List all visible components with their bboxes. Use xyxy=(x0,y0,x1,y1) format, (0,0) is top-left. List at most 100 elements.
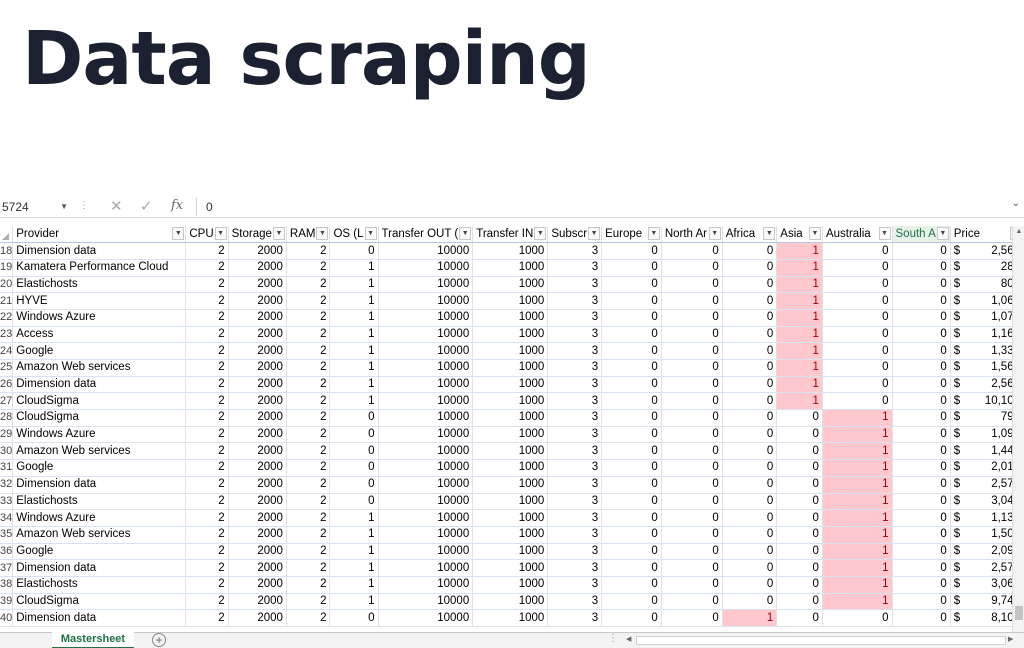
cell-asia[interactable]: 1 xyxy=(776,359,823,377)
row-number[interactable]: 23 xyxy=(0,326,14,344)
cell-africa[interactable]: 0 xyxy=(722,459,778,477)
cell-tout[interactable]: 10000 xyxy=(378,459,474,477)
cell-asia[interactable]: 1 xyxy=(776,242,823,260)
cell-tin[interactable]: 1000 xyxy=(472,509,549,527)
vertical-scrollbar[interactable]: ▲ xyxy=(1012,226,1024,632)
cell-europe[interactable]: 0 xyxy=(601,376,662,394)
cell-ram[interactable]: 2 xyxy=(286,459,331,477)
cell-asia[interactable]: 0 xyxy=(776,509,823,527)
cell-africa[interactable]: 0 xyxy=(722,242,778,260)
cell-asia[interactable]: 1 xyxy=(776,259,823,277)
select-all-corner[interactable] xyxy=(0,226,14,244)
cell-os[interactable]: 0 xyxy=(329,426,379,444)
cell-provider[interactable]: Dimension data xyxy=(12,242,187,260)
cell-europe[interactable]: 0 xyxy=(601,259,662,277)
cell-provider[interactable]: CloudSigma xyxy=(12,593,187,611)
cell-africa[interactable]: 0 xyxy=(722,309,778,327)
cell-na[interactable]: 0 xyxy=(661,276,723,294)
cell-na[interactable]: 0 xyxy=(661,493,723,511)
cell-sa[interactable]: 0 xyxy=(892,609,951,627)
column-header[interactable]: CPU ▼ xyxy=(185,226,229,244)
cell-os[interactable]: 1 xyxy=(329,593,379,611)
cell-ram[interactable]: 2 xyxy=(286,326,331,344)
cell-tin[interactable]: 1000 xyxy=(472,342,549,360)
cell-europe[interactable]: 0 xyxy=(601,609,662,627)
column-header[interactable]: OS (L ▼ xyxy=(329,226,379,244)
cell-sa[interactable]: 0 xyxy=(892,543,951,561)
cell-australia[interactable]: 0 xyxy=(822,376,893,394)
cell-africa[interactable]: 0 xyxy=(722,526,778,544)
cell-sa[interactable]: 0 xyxy=(892,242,951,260)
cell-na[interactable]: 0 xyxy=(661,376,723,394)
cell-storage[interactable]: 2000 xyxy=(228,326,287,344)
cell-sa[interactable]: 0 xyxy=(892,292,951,310)
cell-tout[interactable]: 10000 xyxy=(378,543,474,561)
cell-europe[interactable]: 0 xyxy=(601,242,662,260)
add-sheet-icon[interactable]: + xyxy=(152,633,166,647)
cell-storage[interactable]: 2000 xyxy=(228,409,287,427)
cell-provider[interactable]: Amazon Web services xyxy=(12,359,187,377)
cell-sub[interactable]: 3 xyxy=(547,409,603,427)
cell-tin[interactable]: 1000 xyxy=(472,593,549,611)
filter-dropdown-icon[interactable]: ▼ xyxy=(647,227,660,240)
cell-australia[interactable]: 0 xyxy=(822,276,893,294)
cell-storage[interactable]: 2000 xyxy=(228,543,287,561)
cell-australia[interactable]: 1 xyxy=(822,559,893,577)
cell-africa[interactable]: 0 xyxy=(722,376,778,394)
cell-sub[interactable]: 3 xyxy=(547,276,603,294)
cell-storage[interactable]: 2000 xyxy=(228,426,287,444)
cell-tout[interactable]: 10000 xyxy=(378,259,474,277)
cell-os[interactable]: 1 xyxy=(329,309,379,327)
cell-asia[interactable]: 0 xyxy=(776,559,823,577)
cell-asia[interactable]: 0 xyxy=(776,409,823,427)
cell-australia[interactable]: 0 xyxy=(822,292,893,310)
cell-europe[interactable]: 0 xyxy=(601,476,662,494)
row-number[interactable]: 38 xyxy=(0,576,14,594)
row-number[interactable]: 25 xyxy=(0,359,14,377)
cell-europe[interactable]: 0 xyxy=(601,309,662,327)
cell-tin[interactable]: 1000 xyxy=(472,543,549,561)
cell-na[interactable]: 0 xyxy=(661,476,723,494)
cell-africa[interactable]: 0 xyxy=(722,509,778,527)
cell-ram[interactable]: 2 xyxy=(286,493,331,511)
cell-cpu[interactable]: 2 xyxy=(185,426,229,444)
column-header[interactable]: Price▼ xyxy=(950,226,1024,244)
cell-cpu[interactable]: 2 xyxy=(185,309,229,327)
cell-sa[interactable]: 0 xyxy=(892,493,951,511)
cell-sa[interactable]: 0 xyxy=(892,559,951,577)
cell-na[interactable]: 0 xyxy=(661,409,723,427)
cancel-icon[interactable]: ✕ xyxy=(110,198,123,215)
cell-storage[interactable]: 2000 xyxy=(228,593,287,611)
cell-ram[interactable]: 2 xyxy=(286,426,331,444)
cell-europe[interactable]: 0 xyxy=(601,392,662,411)
cell-australia[interactable]: 1 xyxy=(822,526,893,544)
cell-europe[interactable]: 0 xyxy=(601,559,662,577)
cell-storage[interactable]: 2000 xyxy=(228,442,287,461)
cell-tin[interactable]: 1000 xyxy=(472,409,549,427)
expand-formula-bar-icon[interactable]: ⌄ xyxy=(1011,198,1020,209)
horizontal-scrollbar[interactable] xyxy=(636,636,1006,645)
cell-australia[interactable]: 0 xyxy=(822,326,893,344)
cell-tin[interactable]: 1000 xyxy=(472,426,549,444)
cell-tin[interactable]: 1000 xyxy=(472,309,549,327)
column-header[interactable]: Subscr ▼ xyxy=(547,226,603,244)
cell-sa[interactable]: 0 xyxy=(892,309,951,327)
cell-australia[interactable]: 0 xyxy=(822,392,893,411)
scroll-up-icon[interactable]: ▲ xyxy=(1015,228,1023,235)
cell-australia[interactable]: 1 xyxy=(822,459,893,477)
cell-os[interactable]: 0 xyxy=(329,459,379,477)
cell-os[interactable]: 1 xyxy=(329,376,379,394)
cell-africa[interactable]: 0 xyxy=(722,326,778,344)
cell-ram[interactable]: 2 xyxy=(286,359,331,377)
cell-ram[interactable]: 2 xyxy=(286,559,331,577)
cell-sa[interactable]: 0 xyxy=(892,259,951,277)
row-number[interactable]: 31 xyxy=(0,459,14,477)
cell-ram[interactable]: 2 xyxy=(286,609,331,627)
column-header[interactable]: Transfer IN ▼ xyxy=(472,226,549,244)
cell-tout[interactable]: 10000 xyxy=(378,442,474,461)
cell-sa[interactable]: 0 xyxy=(892,409,951,427)
cell-os[interactable]: 1 xyxy=(329,526,379,544)
cell-tout[interactable]: 10000 xyxy=(378,359,474,377)
cell-europe[interactable]: 0 xyxy=(601,576,662,594)
cell-cpu[interactable]: 2 xyxy=(185,543,229,561)
